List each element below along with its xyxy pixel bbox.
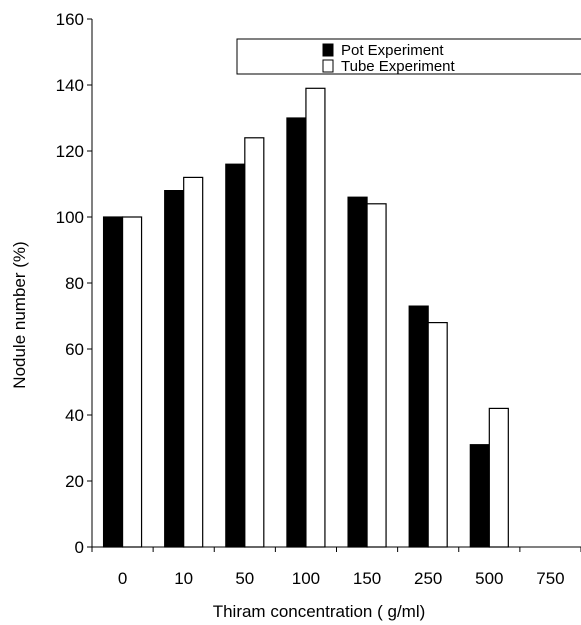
- legend-box: [236, 38, 581, 75]
- x-tick-label: 10: [174, 569, 193, 588]
- bar-pot-0: [102, 216, 124, 548]
- x-tick-label: 750: [536, 569, 564, 588]
- y-tick-label: 140: [56, 76, 84, 95]
- y-tick-label: 40: [65, 406, 84, 425]
- bars: [102, 87, 509, 548]
- bar-tube-500: [488, 407, 509, 548]
- y-axis-title: Nodule number (%): [10, 241, 29, 388]
- legend-label: Pot Experiment: [341, 42, 444, 59]
- axes: 0 20 40 60 80 100 120 140 160 0 10 50 100 150 250 500 75…: [56, 10, 581, 588]
- bar-tube-100: [305, 87, 326, 548]
- bar-pot-10: [164, 190, 185, 548]
- x-axis-title: Thiram concentration ( g/ml): [213, 602, 426, 621]
- legend-swatch: [322, 59, 334, 73]
- bar-pot-150: [347, 196, 368, 548]
- y-tick-label: 80: [65, 274, 84, 293]
- bar-pot-250: [408, 305, 429, 548]
- bar-pot-500: [469, 444, 490, 548]
- x-tick-label: 500: [475, 569, 503, 588]
- y-tick-label: 0: [75, 538, 84, 557]
- bar-pot-100: [286, 117, 307, 548]
- x-tick-label: 50: [235, 569, 254, 588]
- bar-pot-50: [225, 163, 246, 548]
- bar-tube-50: [244, 137, 265, 548]
- bar-tube-150: [366, 203, 387, 548]
- bar-tube-250: [427, 322, 448, 548]
- legend-swatch: [322, 43, 334, 57]
- legend-label: Tube Experiment: [341, 58, 455, 75]
- y-tick-label: 120: [56, 142, 84, 161]
- bar-tube-10: [183, 176, 204, 548]
- x-tick-label: 0: [118, 569, 127, 588]
- y-tick-label: 100: [56, 208, 84, 227]
- x-tick-label: 250: [414, 569, 442, 588]
- y-tick-label: 160: [56, 10, 84, 29]
- x-tick-label: 150: [353, 569, 381, 588]
- y-tick-label: 20: [65, 472, 84, 491]
- bar-tube-0: [121, 216, 143, 548]
- x-tick-label: 100: [292, 569, 320, 588]
- y-tick-label: 60: [65, 340, 84, 359]
